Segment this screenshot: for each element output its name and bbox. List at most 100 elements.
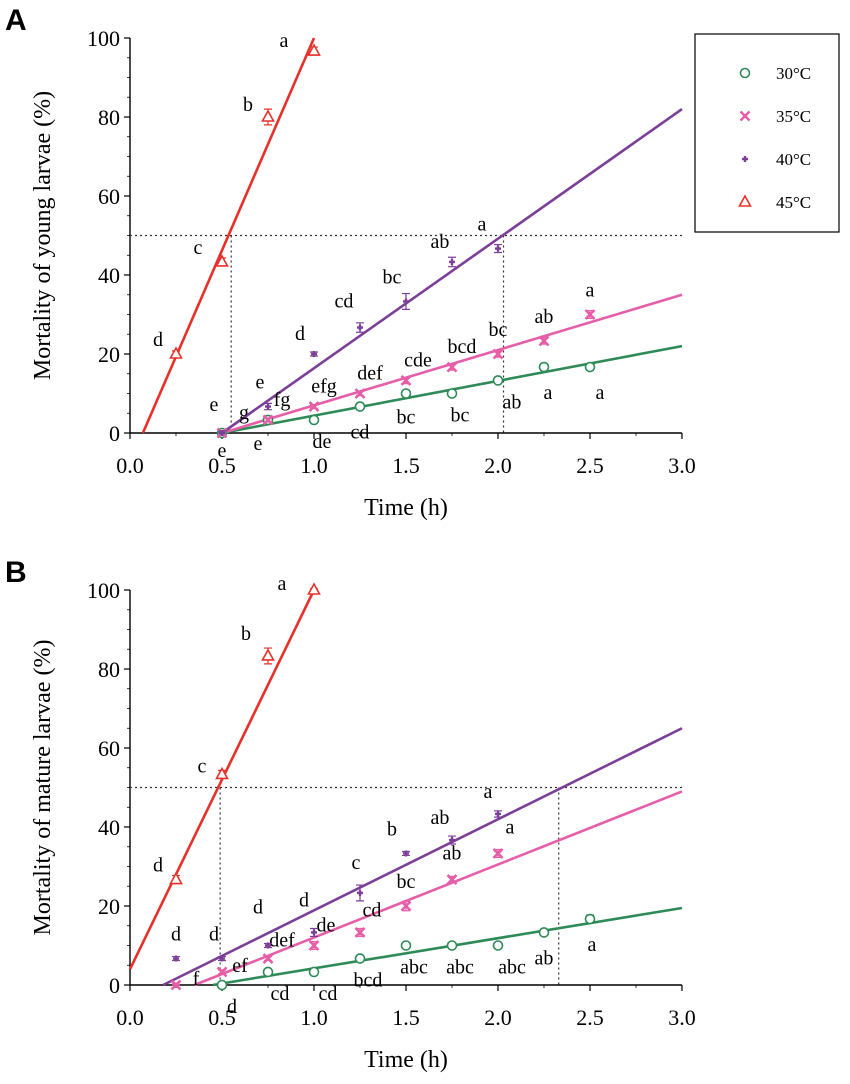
data-point: [265, 403, 271, 410]
legend-box: [694, 33, 840, 233]
fit-line: [162, 727, 683, 987]
x-tick-label: 3.0: [668, 1005, 696, 1030]
fit-line: [221, 108, 683, 435]
significance-label: e: [256, 372, 265, 394]
significance-label: de: [313, 431, 332, 453]
data-point: [311, 351, 317, 357]
data-point: [216, 979, 228, 991]
data-point: [262, 966, 274, 978]
legend-label: 40°C: [776, 150, 811, 169]
x-tick-label: 3.0: [668, 453, 696, 478]
y-tick-label: 40: [98, 815, 120, 840]
significance-label: bc: [383, 266, 402, 288]
significance-label: d: [299, 889, 309, 911]
significance-label: cd: [335, 291, 354, 313]
data-point: [307, 43, 321, 56]
data-point: [492, 375, 504, 386]
data-point: [215, 254, 229, 267]
data-point: [584, 913, 596, 925]
significance-label: ab: [431, 807, 450, 829]
data-point: [357, 889, 363, 896]
y-tick-label: 80: [98, 105, 120, 130]
data-point: [495, 810, 501, 817]
y-tick-label: 20: [98, 342, 120, 367]
significance-label: a: [280, 30, 289, 52]
data-point: [492, 848, 504, 859]
significance-label: abc: [446, 957, 474, 979]
x-axis-title: Time (h): [364, 495, 448, 521]
x-tick-label: 2.5: [576, 453, 604, 478]
significance-label: b: [241, 623, 251, 645]
data-point: [492, 348, 504, 360]
significance-label: ab: [503, 391, 522, 413]
significance-label: def: [357, 363, 383, 385]
significance-label: b: [387, 818, 397, 840]
significance-label: ef: [232, 955, 248, 977]
x-tick-label: 1.5: [392, 1005, 420, 1030]
significance-label: a: [596, 382, 605, 404]
y-tick-label: 20: [98, 894, 120, 919]
data-point: [357, 324, 363, 331]
data-point: [307, 582, 321, 595]
data-point: [446, 874, 458, 885]
significance-label: cd: [351, 422, 370, 444]
significance-label: ab: [443, 843, 462, 865]
chart-panel-b: B 0 20 40 60 80 100 0.0 0.5 1.0 1.5 2.0 2.5 3.0 Time (…: [5, 556, 696, 1073]
significance-label: def: [269, 930, 295, 952]
y-tick-label: 0: [109, 421, 120, 446]
x-tick-label: 0.5: [208, 1005, 236, 1030]
data-point: [354, 388, 366, 399]
data-point: [446, 940, 458, 951]
significance-label: c: [352, 852, 361, 874]
significance-label: e: [254, 433, 263, 455]
data-point: [261, 648, 275, 661]
x-tick-label: 1.0: [300, 453, 328, 478]
data-point: [169, 871, 183, 885]
x-tick-label: 0.0: [116, 453, 144, 478]
data-point: [215, 766, 229, 780]
data-point: [538, 927, 550, 938]
significance-label: g: [239, 402, 249, 424]
data-point: [261, 109, 275, 122]
data-point: [495, 245, 501, 252]
significance-label: d: [209, 924, 219, 946]
x-tick-label: 2.0: [484, 453, 512, 478]
significance-label: a: [506, 816, 515, 838]
y-tick-label: 60: [98, 184, 120, 209]
significance-label: abc: [400, 957, 428, 979]
y-tick-label: 100: [87, 578, 120, 603]
significance-label: de: [317, 915, 336, 937]
data-point: [308, 966, 320, 978]
x-tick-label: 2.5: [576, 1005, 604, 1030]
data-point: [262, 414, 274, 426]
significance-label: fg: [274, 389, 291, 411]
legend-label: 45°C: [776, 193, 811, 212]
data-point: [308, 414, 320, 426]
significance-label: bc: [489, 319, 508, 341]
significance-label: c: [194, 237, 203, 259]
y-axis-title: Mortality of young larvae (%): [30, 91, 56, 380]
data-point: [170, 979, 182, 991]
significance-label: a: [484, 781, 493, 803]
y-tick-label: 0: [109, 973, 120, 998]
significance-label: bcd: [448, 336, 477, 358]
data-point: [308, 940, 320, 951]
data-point: [262, 953, 274, 964]
data-point: [400, 900, 412, 912]
fit-line: [141, 37, 316, 434]
legend-marker-plus-icon: [742, 156, 748, 162]
legend: 30°C 35°C 40°C 45°C: [694, 33, 840, 233]
significance-label: d: [253, 897, 263, 919]
data-point: [403, 298, 409, 305]
significance-label: d: [227, 996, 237, 1018]
data-point: [584, 309, 596, 320]
fit-line: [128, 589, 316, 970]
data-point: [265, 942, 271, 949]
significance-label: e: [218, 440, 227, 462]
significance-label: ab: [535, 947, 554, 969]
chart-panel-a: A 0 20 40 60 80 100 0.0 0.5 1.0 1.5 2.0 2.5 3.0 Time (…: [5, 4, 696, 521]
x-tick-label: 1.0: [300, 1005, 328, 1030]
significance-label: a: [586, 280, 595, 302]
data-point: [311, 929, 317, 936]
